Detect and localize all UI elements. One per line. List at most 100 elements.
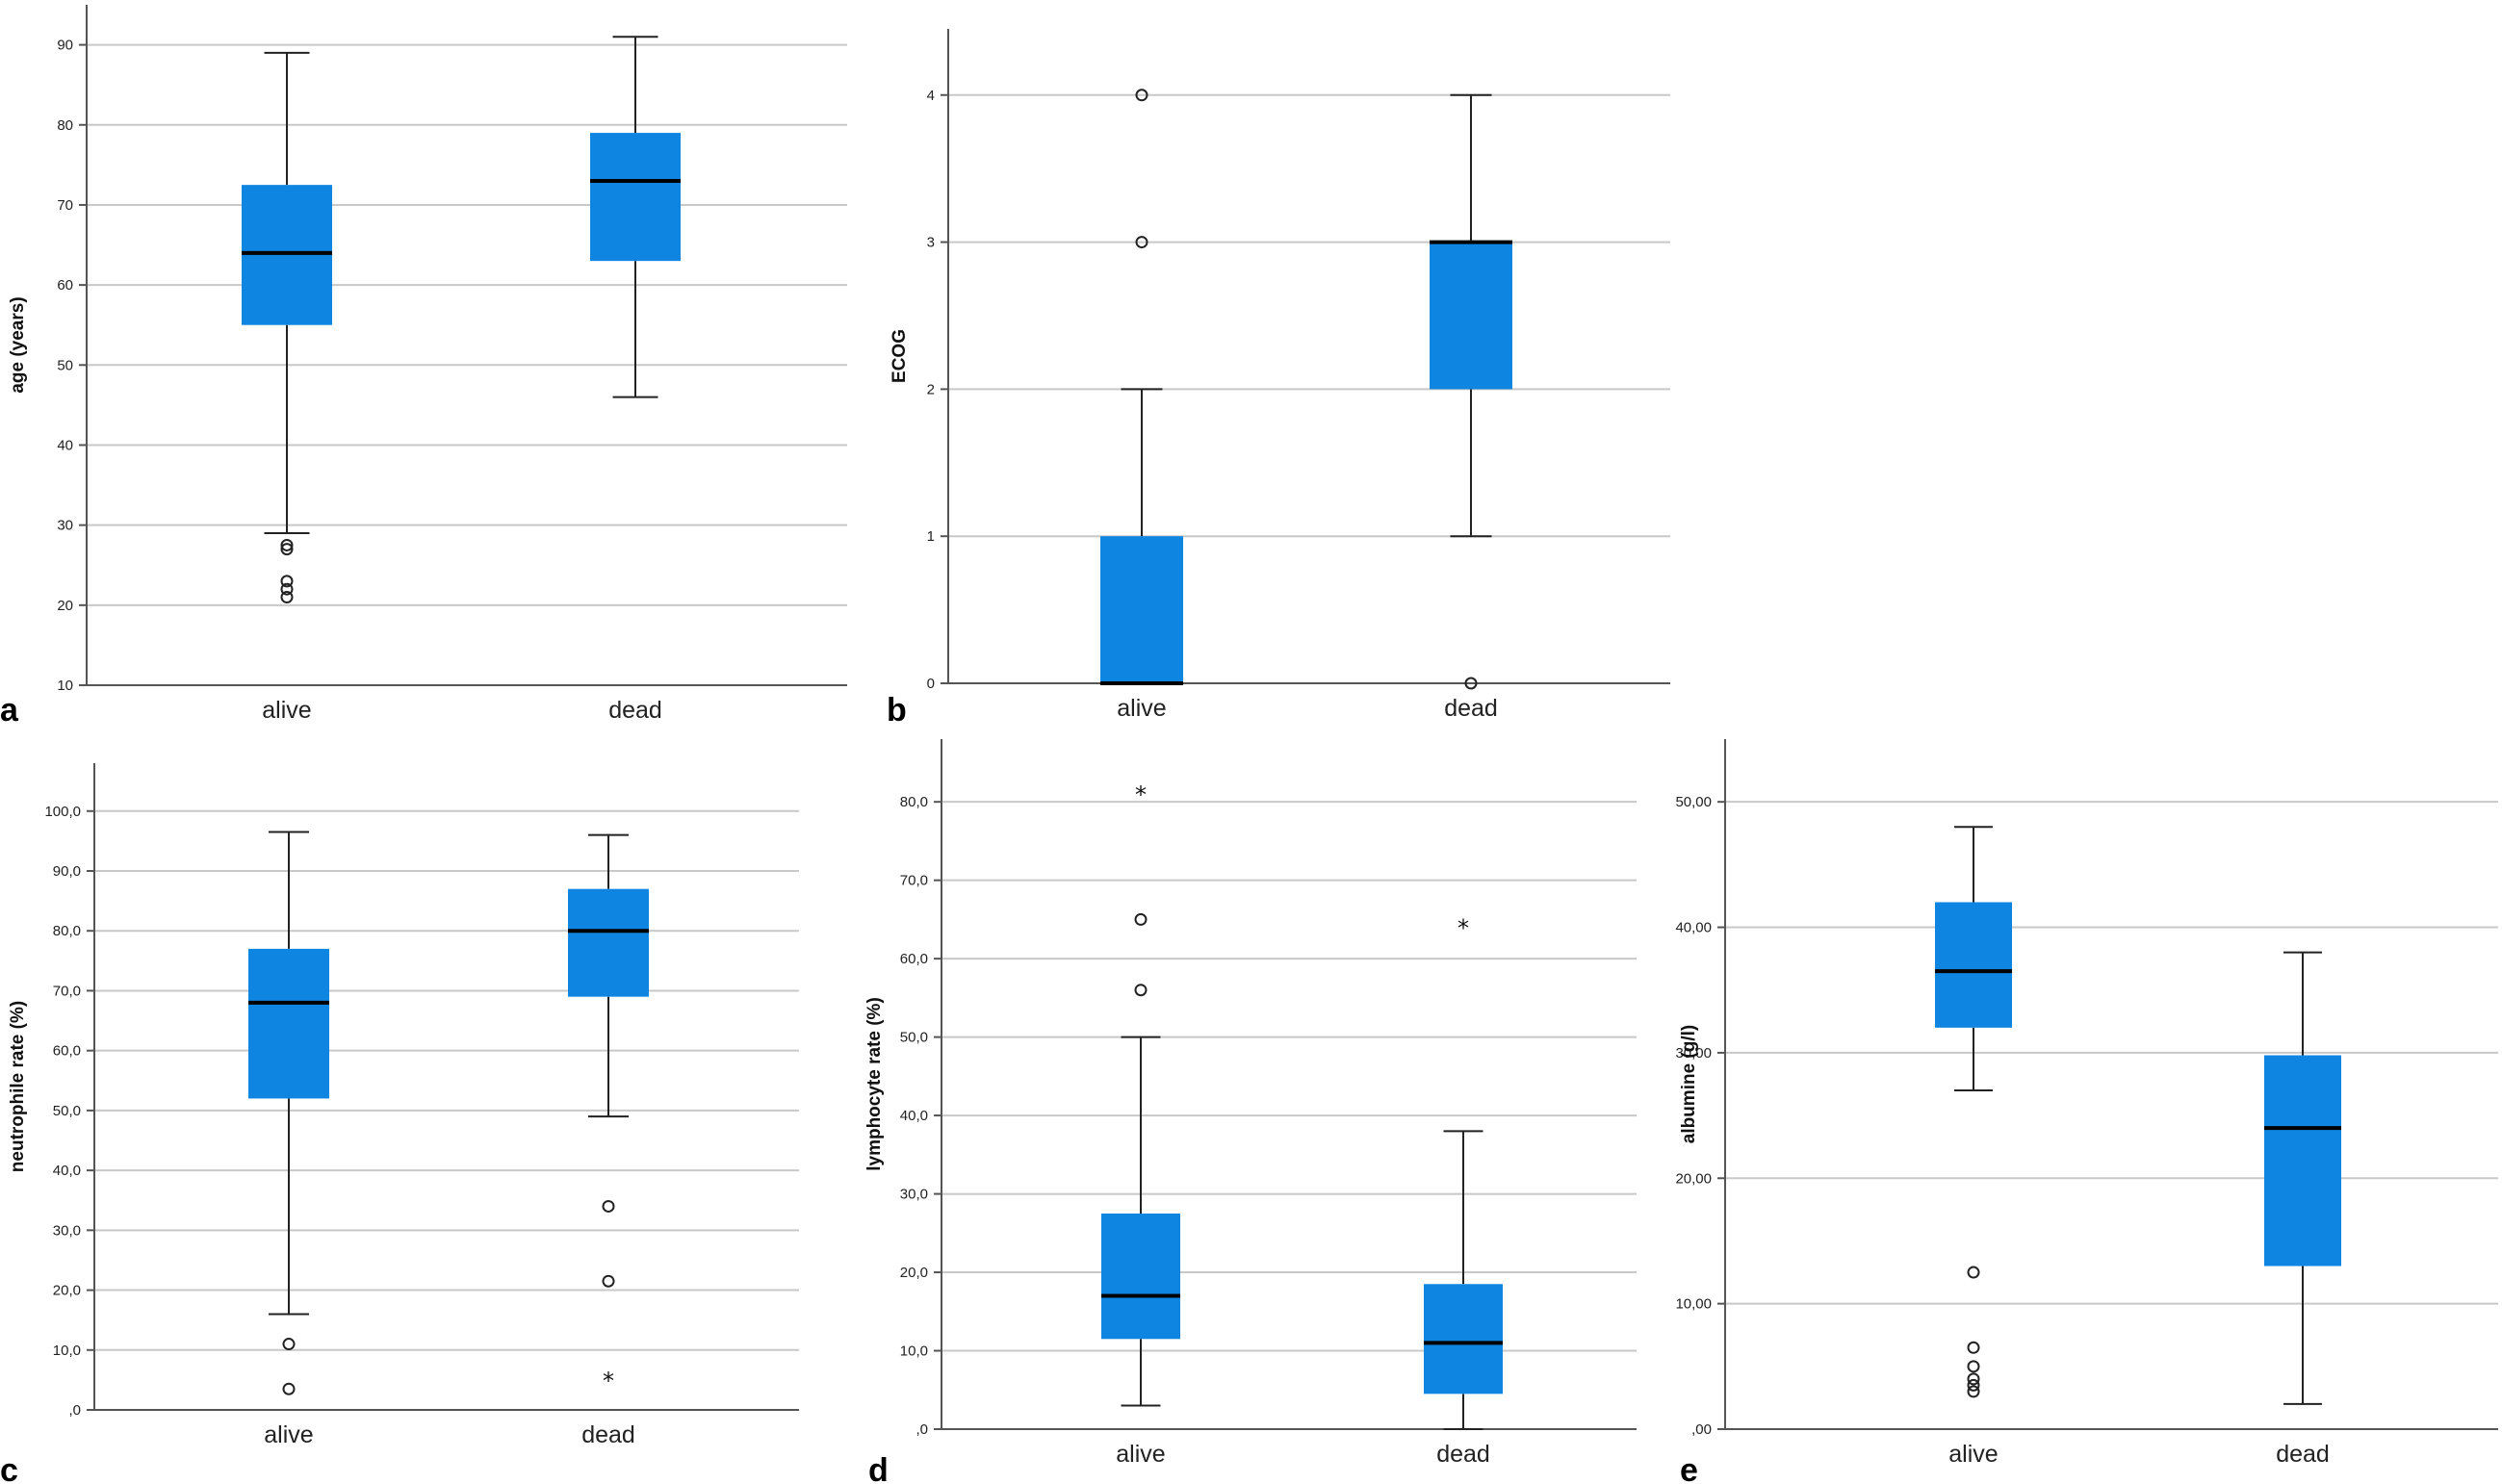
panel-letter: a — [0, 692, 19, 729]
outlier-point — [282, 1382, 296, 1395]
box-dead: * — [568, 833, 649, 1394]
y-tick-label: ,0 — [68, 1402, 81, 1419]
y-tick-label: 90 — [57, 38, 73, 54]
y-tick-label: 40,0 — [53, 1163, 81, 1179]
y-tick-label: 2 — [927, 381, 935, 397]
panel-e: ,00 10,00 20,00 30,00 40,00 50,00 albumine (g/… — [1675, 739, 2498, 1484]
extreme-point: * — [1135, 781, 1147, 808]
outlier-point — [1134, 984, 1148, 997]
x-category-label: dead — [1444, 695, 1498, 722]
y-tick-label: 10,0 — [53, 1343, 81, 1359]
y-tick-label: ,00 — [1691, 1421, 1712, 1438]
box-iqr — [1101, 1213, 1180, 1340]
outlier-point — [1967, 1266, 1980, 1279]
outlier-point — [1967, 1378, 1980, 1392]
outlier-point — [1135, 89, 1148, 102]
box-iqr — [590, 133, 681, 262]
x-category-label: dead — [581, 1421, 635, 1448]
panel-letter: c — [0, 1452, 18, 1484]
panel-letter: d — [868, 1452, 889, 1484]
outlier-point — [280, 575, 294, 588]
box-alive: * — [1101, 781, 1180, 1407]
box-iqr — [1424, 1284, 1503, 1394]
y-tick-label: 50,0 — [53, 1103, 81, 1119]
y-tick-label: 10 — [57, 678, 73, 694]
y-tick-label: 4 — [927, 88, 935, 104]
y-tick-label: 80 — [57, 117, 73, 134]
box-dead — [590, 36, 681, 398]
box-alive — [242, 51, 332, 604]
y-tick-label: 0 — [927, 676, 935, 692]
y-tick-label: 10,00 — [1675, 1296, 1712, 1313]
y-tick-label: 20 — [57, 598, 73, 614]
outlier-point — [1464, 677, 1478, 690]
y-tick-label: 60 — [57, 277, 73, 294]
y-tick-label: 80,0 — [53, 923, 81, 939]
outlier-point — [280, 591, 294, 604]
panel-a: 10 20 30 40 50 60 70 80 90 age (years) a alive dead — [0, 5, 847, 729]
panel-letter: e — [1680, 1452, 1698, 1484]
y-tick-label: 30 — [57, 518, 73, 534]
panel-c: ,0 10,0 20,0 30,0 40,0 50,0 60,0 70,0 80,0 90,0 10… — [0, 763, 799, 1484]
y-tick-label: 60,0 — [900, 951, 928, 967]
box-iqr — [1935, 902, 2012, 1028]
box-iqr — [248, 948, 329, 1099]
outlier-point — [602, 1274, 615, 1288]
outlier-point — [1967, 1385, 1980, 1398]
outlier-point — [1134, 912, 1148, 926]
box-iqr — [1100, 536, 1183, 683]
x-category-label: alive — [264, 1421, 313, 1448]
panel-letter: b — [887, 692, 907, 729]
y-tick-label: 50,00 — [1675, 794, 1712, 810]
x-category-label: alive — [1948, 1441, 1998, 1468]
y-tick-label: 50,0 — [900, 1030, 928, 1046]
outlier-point — [280, 582, 294, 596]
outlier-point — [1967, 1372, 1980, 1386]
x-category-label: dead — [608, 697, 662, 724]
y-tick-label: 100,0 — [44, 804, 81, 820]
outlier-point — [280, 543, 294, 556]
y-tick-label: 40,0 — [900, 1108, 928, 1124]
y-tick-label: 40,00 — [1675, 920, 1712, 936]
y-tick-label: 60,0 — [53, 1043, 81, 1060]
y-axis-label: albumine (g/l) — [1679, 1025, 1699, 1144]
y-axis-label: age (years) — [8, 296, 28, 393]
box-dead — [2264, 951, 2341, 1405]
outlier-point — [1967, 1360, 1980, 1373]
y-tick-label: 20,0 — [53, 1283, 81, 1299]
box-iqr — [1430, 242, 1512, 390]
y-tick-label: 90,0 — [53, 863, 81, 880]
outlier-point — [1135, 236, 1148, 249]
box-dead — [1430, 93, 1512, 690]
y-tick-label: 70,0 — [53, 983, 81, 999]
y-tick-label: 70,0 — [900, 873, 928, 889]
outlier-point — [282, 1338, 296, 1351]
y-tick-label: 80,0 — [900, 794, 928, 810]
outlier-point — [602, 1199, 615, 1213]
box-iqr — [568, 888, 649, 997]
box-dead: * — [1424, 915, 1503, 1430]
extreme-point: * — [1457, 915, 1469, 942]
y-axis-label: ECOG — [890, 329, 910, 383]
box-iqr — [242, 185, 332, 325]
y-tick-label: 30,0 — [900, 1187, 928, 1203]
panel-b: 0 1 2 3 4 ECOG b alive dead — [887, 29, 1670, 729]
y-tick-label: 20,0 — [900, 1265, 928, 1281]
panel-d: ,0 10,0 20,0 30,0 40,0 50,0 60,0 70,0 80,0 lympho… — [864, 739, 1637, 1484]
x-category-label: alive — [1117, 695, 1166, 722]
outlier-point — [280, 538, 294, 551]
y-tick-label: ,0 — [916, 1421, 928, 1438]
y-axis-label: neutrophile rate (%) — [8, 1001, 28, 1172]
y-tick-label: 70 — [57, 197, 73, 214]
y-axis-label: lymphocyte rate (%) — [864, 997, 885, 1171]
x-category-label: dead — [1436, 1441, 1490, 1468]
box-alive — [248, 831, 329, 1395]
y-tick-label: 30,0 — [53, 1222, 81, 1239]
y-tick-label: 3 — [927, 235, 935, 251]
y-tick-label: 1 — [927, 528, 935, 545]
outlier-point — [1967, 1341, 1980, 1354]
y-tick-label: 40 — [57, 437, 73, 453]
x-category-label: alive — [262, 697, 311, 724]
y-tick-label: 20,00 — [1675, 1170, 1712, 1187]
